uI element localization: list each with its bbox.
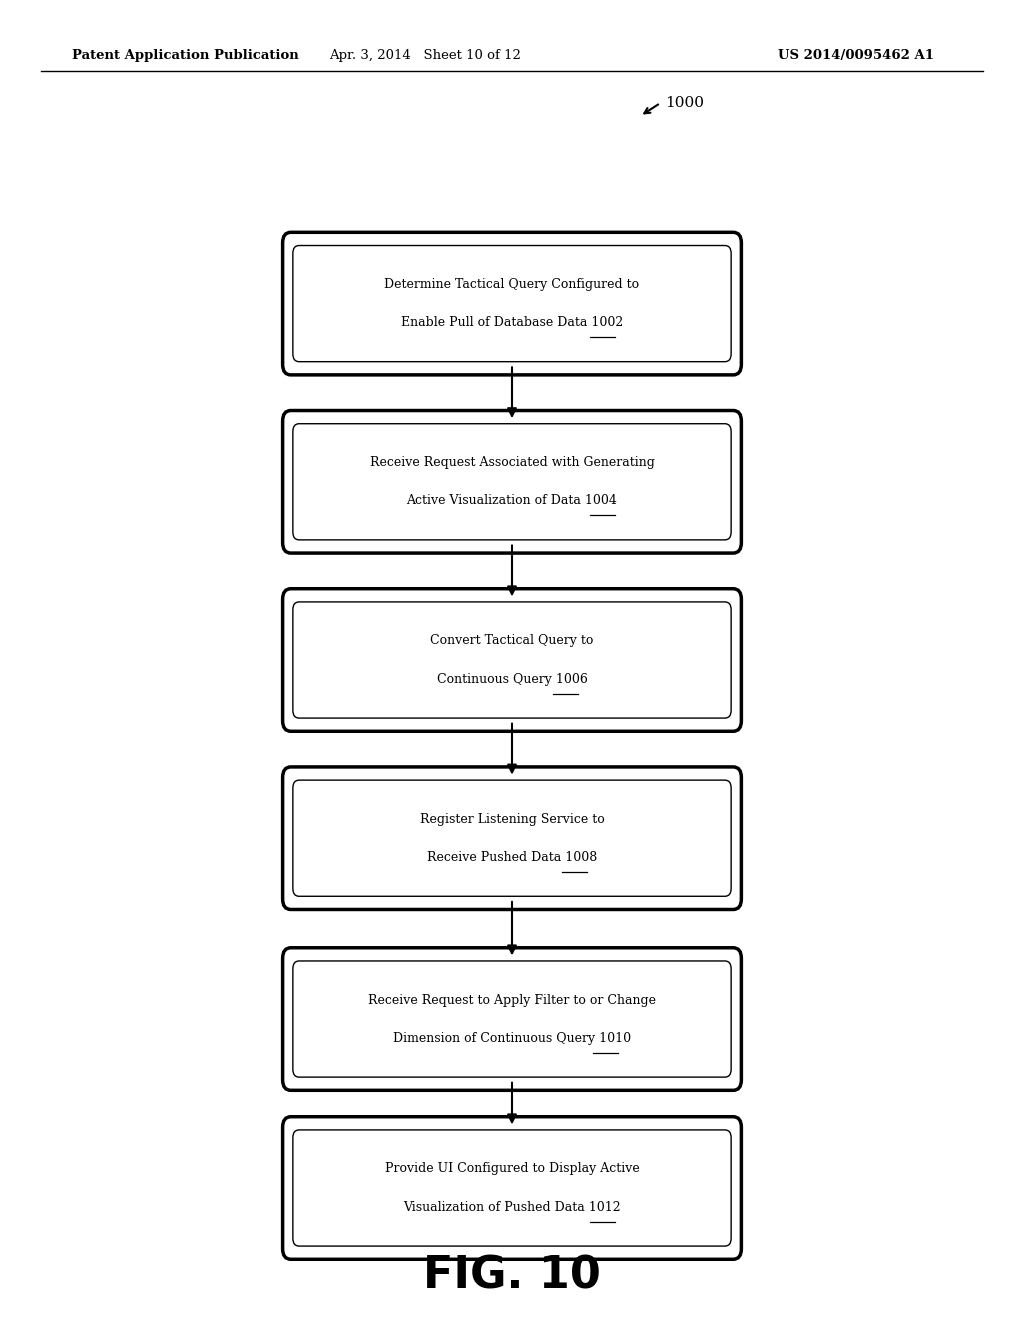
Text: Continuous Query 1006: Continuous Query 1006 bbox=[436, 672, 588, 685]
Text: 1000: 1000 bbox=[666, 96, 705, 110]
FancyBboxPatch shape bbox=[283, 589, 741, 731]
FancyBboxPatch shape bbox=[293, 1130, 731, 1246]
FancyBboxPatch shape bbox=[283, 767, 741, 909]
Text: Patent Application Publication: Patent Application Publication bbox=[72, 49, 298, 62]
FancyBboxPatch shape bbox=[293, 961, 731, 1077]
FancyBboxPatch shape bbox=[293, 246, 731, 362]
Text: Convert Tactical Query to: Convert Tactical Query to bbox=[430, 635, 594, 648]
Text: Apr. 3, 2014   Sheet 10 of 12: Apr. 3, 2014 Sheet 10 of 12 bbox=[329, 49, 521, 62]
FancyBboxPatch shape bbox=[283, 948, 741, 1090]
Text: Register Listening Service to: Register Listening Service to bbox=[420, 813, 604, 826]
Text: Receive Request Associated with Generating: Receive Request Associated with Generati… bbox=[370, 457, 654, 470]
Text: Enable Pull of Database Data 1002: Enable Pull of Database Data 1002 bbox=[400, 315, 624, 329]
Text: Receive Pushed Data 1008: Receive Pushed Data 1008 bbox=[427, 850, 597, 863]
FancyBboxPatch shape bbox=[283, 1117, 741, 1259]
Text: Visualization of Pushed Data 1012: Visualization of Pushed Data 1012 bbox=[403, 1200, 621, 1213]
FancyBboxPatch shape bbox=[293, 780, 731, 896]
Text: Active Visualization of Data 1004: Active Visualization of Data 1004 bbox=[407, 494, 617, 507]
FancyBboxPatch shape bbox=[293, 602, 731, 718]
FancyBboxPatch shape bbox=[283, 232, 741, 375]
Text: Receive Request to Apply Filter to or Change: Receive Request to Apply Filter to or Ch… bbox=[368, 994, 656, 1007]
FancyBboxPatch shape bbox=[283, 411, 741, 553]
Text: FIG. 10: FIG. 10 bbox=[423, 1255, 601, 1298]
Text: Dimension of Continuous Query 1010: Dimension of Continuous Query 1010 bbox=[393, 1031, 631, 1044]
Text: US 2014/0095462 A1: US 2014/0095462 A1 bbox=[778, 49, 934, 62]
Text: Determine Tactical Query Configured to: Determine Tactical Query Configured to bbox=[384, 279, 640, 292]
FancyBboxPatch shape bbox=[293, 424, 731, 540]
Text: Provide UI Configured to Display Active: Provide UI Configured to Display Active bbox=[385, 1163, 639, 1176]
